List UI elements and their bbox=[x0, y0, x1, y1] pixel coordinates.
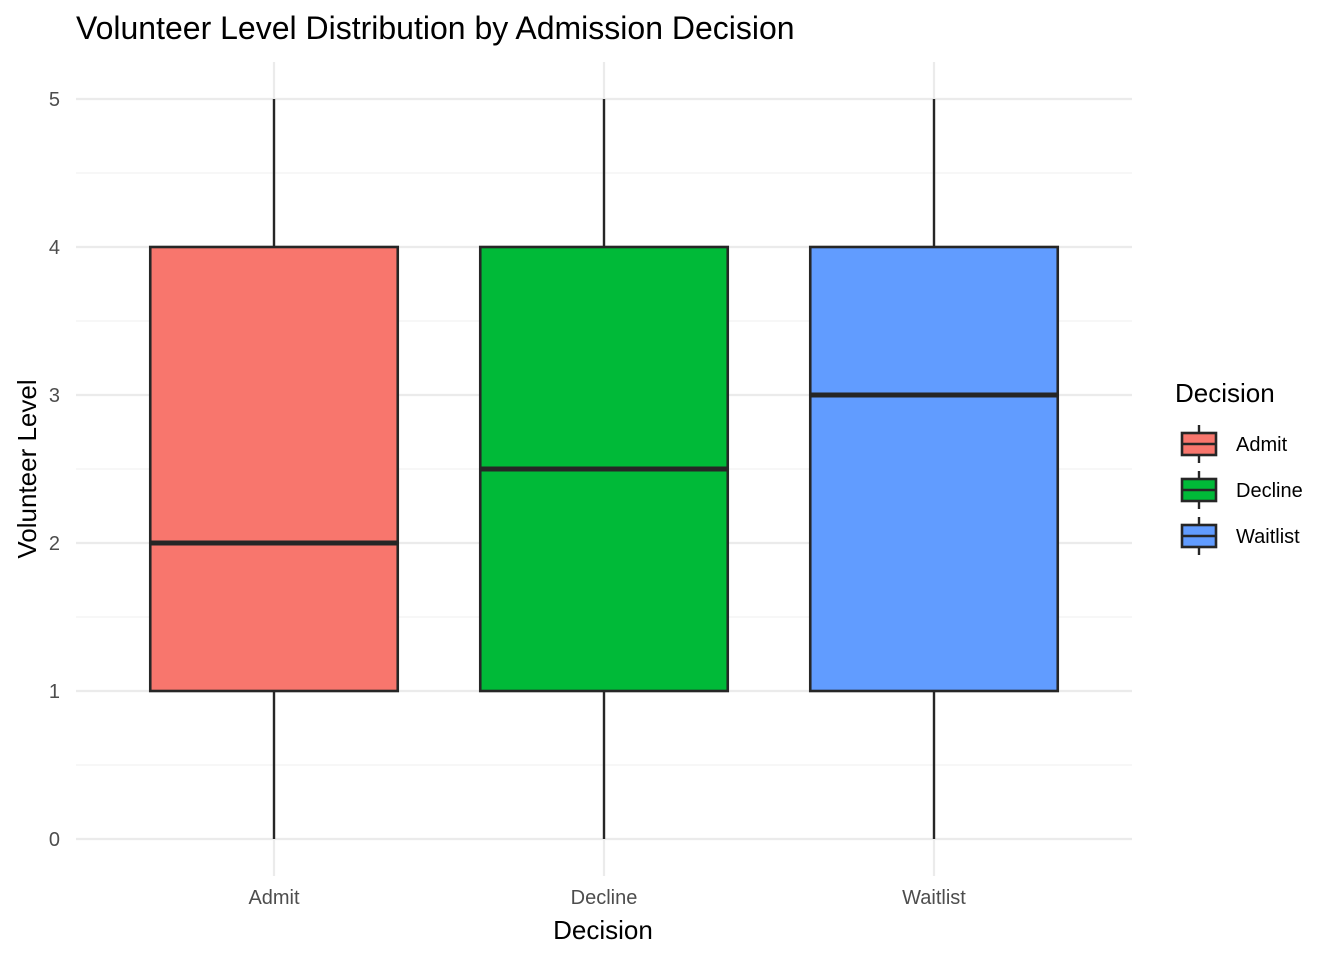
legend-item-admit: Admit bbox=[1180, 425, 1288, 463]
legend: Decision Admit Decline Waitlist bbox=[1175, 378, 1303, 555]
box-body bbox=[148, 245, 400, 693]
x-tick-label: Decline bbox=[571, 887, 638, 909]
y-tick-label: 3 bbox=[49, 385, 60, 407]
box-admit bbox=[148, 99, 400, 839]
y-axis-ticks: 0 1 2 3 4 5 bbox=[49, 89, 60, 851]
y-tick-label: 4 bbox=[49, 237, 60, 259]
box-decline bbox=[478, 99, 730, 839]
legend-title: Decision bbox=[1175, 378, 1275, 408]
x-axis-ticks: Admit Decline Waitlist bbox=[248, 887, 966, 909]
box-body bbox=[808, 245, 1060, 693]
boxes bbox=[148, 99, 1060, 839]
y-tick-label: 1 bbox=[49, 681, 60, 703]
x-axis-title: Decision bbox=[553, 915, 653, 945]
y-tick-label: 5 bbox=[49, 89, 60, 111]
legend-label: Admit bbox=[1236, 434, 1288, 456]
y-axis-title: Volunteer Level bbox=[12, 379, 42, 558]
x-tick-label: Waitlist bbox=[902, 887, 966, 909]
x-tick-label: Admit bbox=[248, 887, 300, 909]
y-tick-label: 0 bbox=[49, 829, 60, 851]
chart-title: Volunteer Level Distribution by Admissio… bbox=[76, 10, 795, 46]
legend-item-waitlist: Waitlist bbox=[1180, 517, 1300, 555]
legend-label: Decline bbox=[1236, 480, 1303, 502]
box-waitlist bbox=[808, 99, 1060, 839]
legend-label: Waitlist bbox=[1236, 526, 1300, 548]
y-tick-label: 2 bbox=[49, 533, 60, 555]
legend-item-decline: Decline bbox=[1180, 471, 1303, 509]
